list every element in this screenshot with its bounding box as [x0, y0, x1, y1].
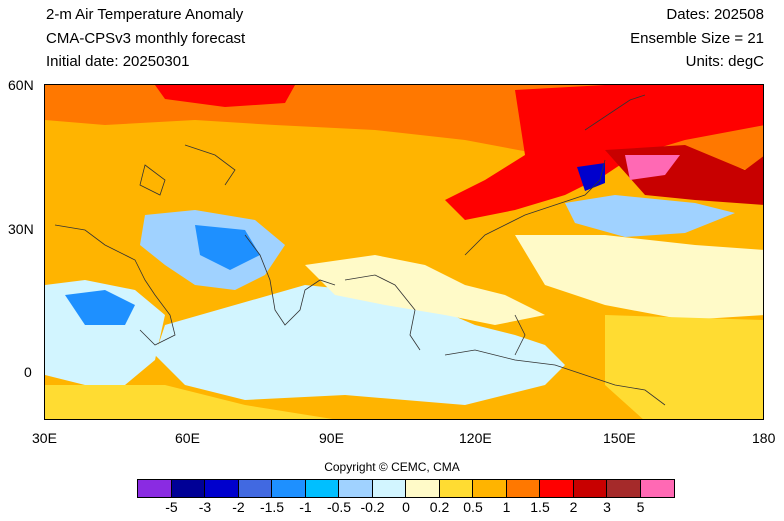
anomaly-region-cold-arabia [65, 290, 135, 325]
lon-label-90e: 90E [319, 430, 344, 446]
anomaly-region-cool-pacific [565, 195, 735, 237]
colorbar-swatch-12 [540, 480, 574, 497]
anomaly-region-cold-spot [577, 163, 605, 191]
anomaly-region-neutral-indian-ocean [155, 285, 565, 405]
anomaly-region-hot-arctic [155, 85, 295, 107]
colorbar-swatch-0 [138, 480, 172, 497]
colorbar-swatch-5 [305, 480, 339, 497]
colorbar-label: -2 [232, 499, 245, 515]
anomaly-region-warm-south-indian [45, 385, 333, 419]
colorbar-swatch-4 [272, 480, 306, 497]
copyright-notice: Copyright © CEMC, CMA [324, 460, 460, 474]
colorbar-swatch-6 [339, 480, 373, 497]
anomaly-region-slightly-warm-se-asia [305, 255, 545, 325]
colorbar-label: -0.2 [360, 499, 385, 515]
lon-label-60e: 60E [175, 430, 200, 446]
colorbar-label: 1.5 [530, 499, 550, 515]
map-title: 2-m Air Temperature Anomaly [46, 6, 244, 23]
colorbar-label: 5 [636, 499, 645, 515]
lon-label-180: 180 [752, 430, 776, 446]
anomaly-region-slightly-warm-west-pacific [515, 235, 763, 320]
units-label: Units: degC [685, 53, 764, 70]
colorbar-label: 0 [402, 499, 410, 515]
anomaly-region-warm-south-pacific [605, 315, 763, 419]
initial-date: Initial date: 20250301 [46, 53, 190, 70]
colorbar-swatch-2 [205, 480, 239, 497]
colorbar-swatch-7 [372, 480, 406, 497]
anomaly-map [44, 84, 764, 420]
model-label: CMA-CPSv3 monthly forecast [46, 30, 246, 47]
lon-label-30e: 30E [32, 430, 57, 446]
colorbar-label: -5 [165, 499, 178, 515]
colorbar-label: 1 [502, 499, 511, 515]
colorbar-swatch-8 [406, 480, 440, 497]
lon-label-150e: 150E [603, 430, 636, 446]
ensemble-label: Ensemble Size = 21 [630, 30, 764, 47]
colorbar-label: 3 [603, 499, 611, 515]
anomaly-region-hot-east-asia [445, 85, 763, 220]
lon-label-120e: 120E [459, 430, 492, 446]
colorbar-label: -1.5 [259, 499, 285, 515]
dates-label: Dates: 202508 [666, 6, 764, 23]
colorbar-label: -0.5 [326, 499, 352, 515]
colorbar-swatch-10 [473, 480, 507, 497]
lat-label-30n: 30N [8, 221, 34, 237]
colorbar [137, 479, 675, 498]
anomaly-region-cold-south-asia [195, 225, 260, 270]
colorbar-label: 0.5 [463, 499, 483, 515]
colorbar-swatch-11 [506, 480, 540, 497]
colorbar-swatch-13 [573, 480, 607, 497]
anomaly-region-extreme-hot [625, 155, 680, 180]
colorbar-swatch-3 [238, 480, 272, 497]
colorbar-label: 2 [569, 499, 578, 515]
lat-label-60n: 60N [8, 77, 34, 93]
coastlines [54, 94, 666, 406]
colorbar-swatch-14 [607, 480, 641, 497]
colorbar-swatch-15 [640, 480, 674, 497]
lat-label-0: 0 [24, 364, 32, 380]
anomaly-field [45, 85, 763, 419]
colorbar-swatch-1 [171, 480, 205, 497]
colorbar-label: -1 [299, 499, 312, 515]
colorbar-swatch-9 [439, 480, 473, 497]
colorbar-label: -3 [198, 499, 212, 515]
colorbar-label: 0.2 [429, 499, 450, 515]
